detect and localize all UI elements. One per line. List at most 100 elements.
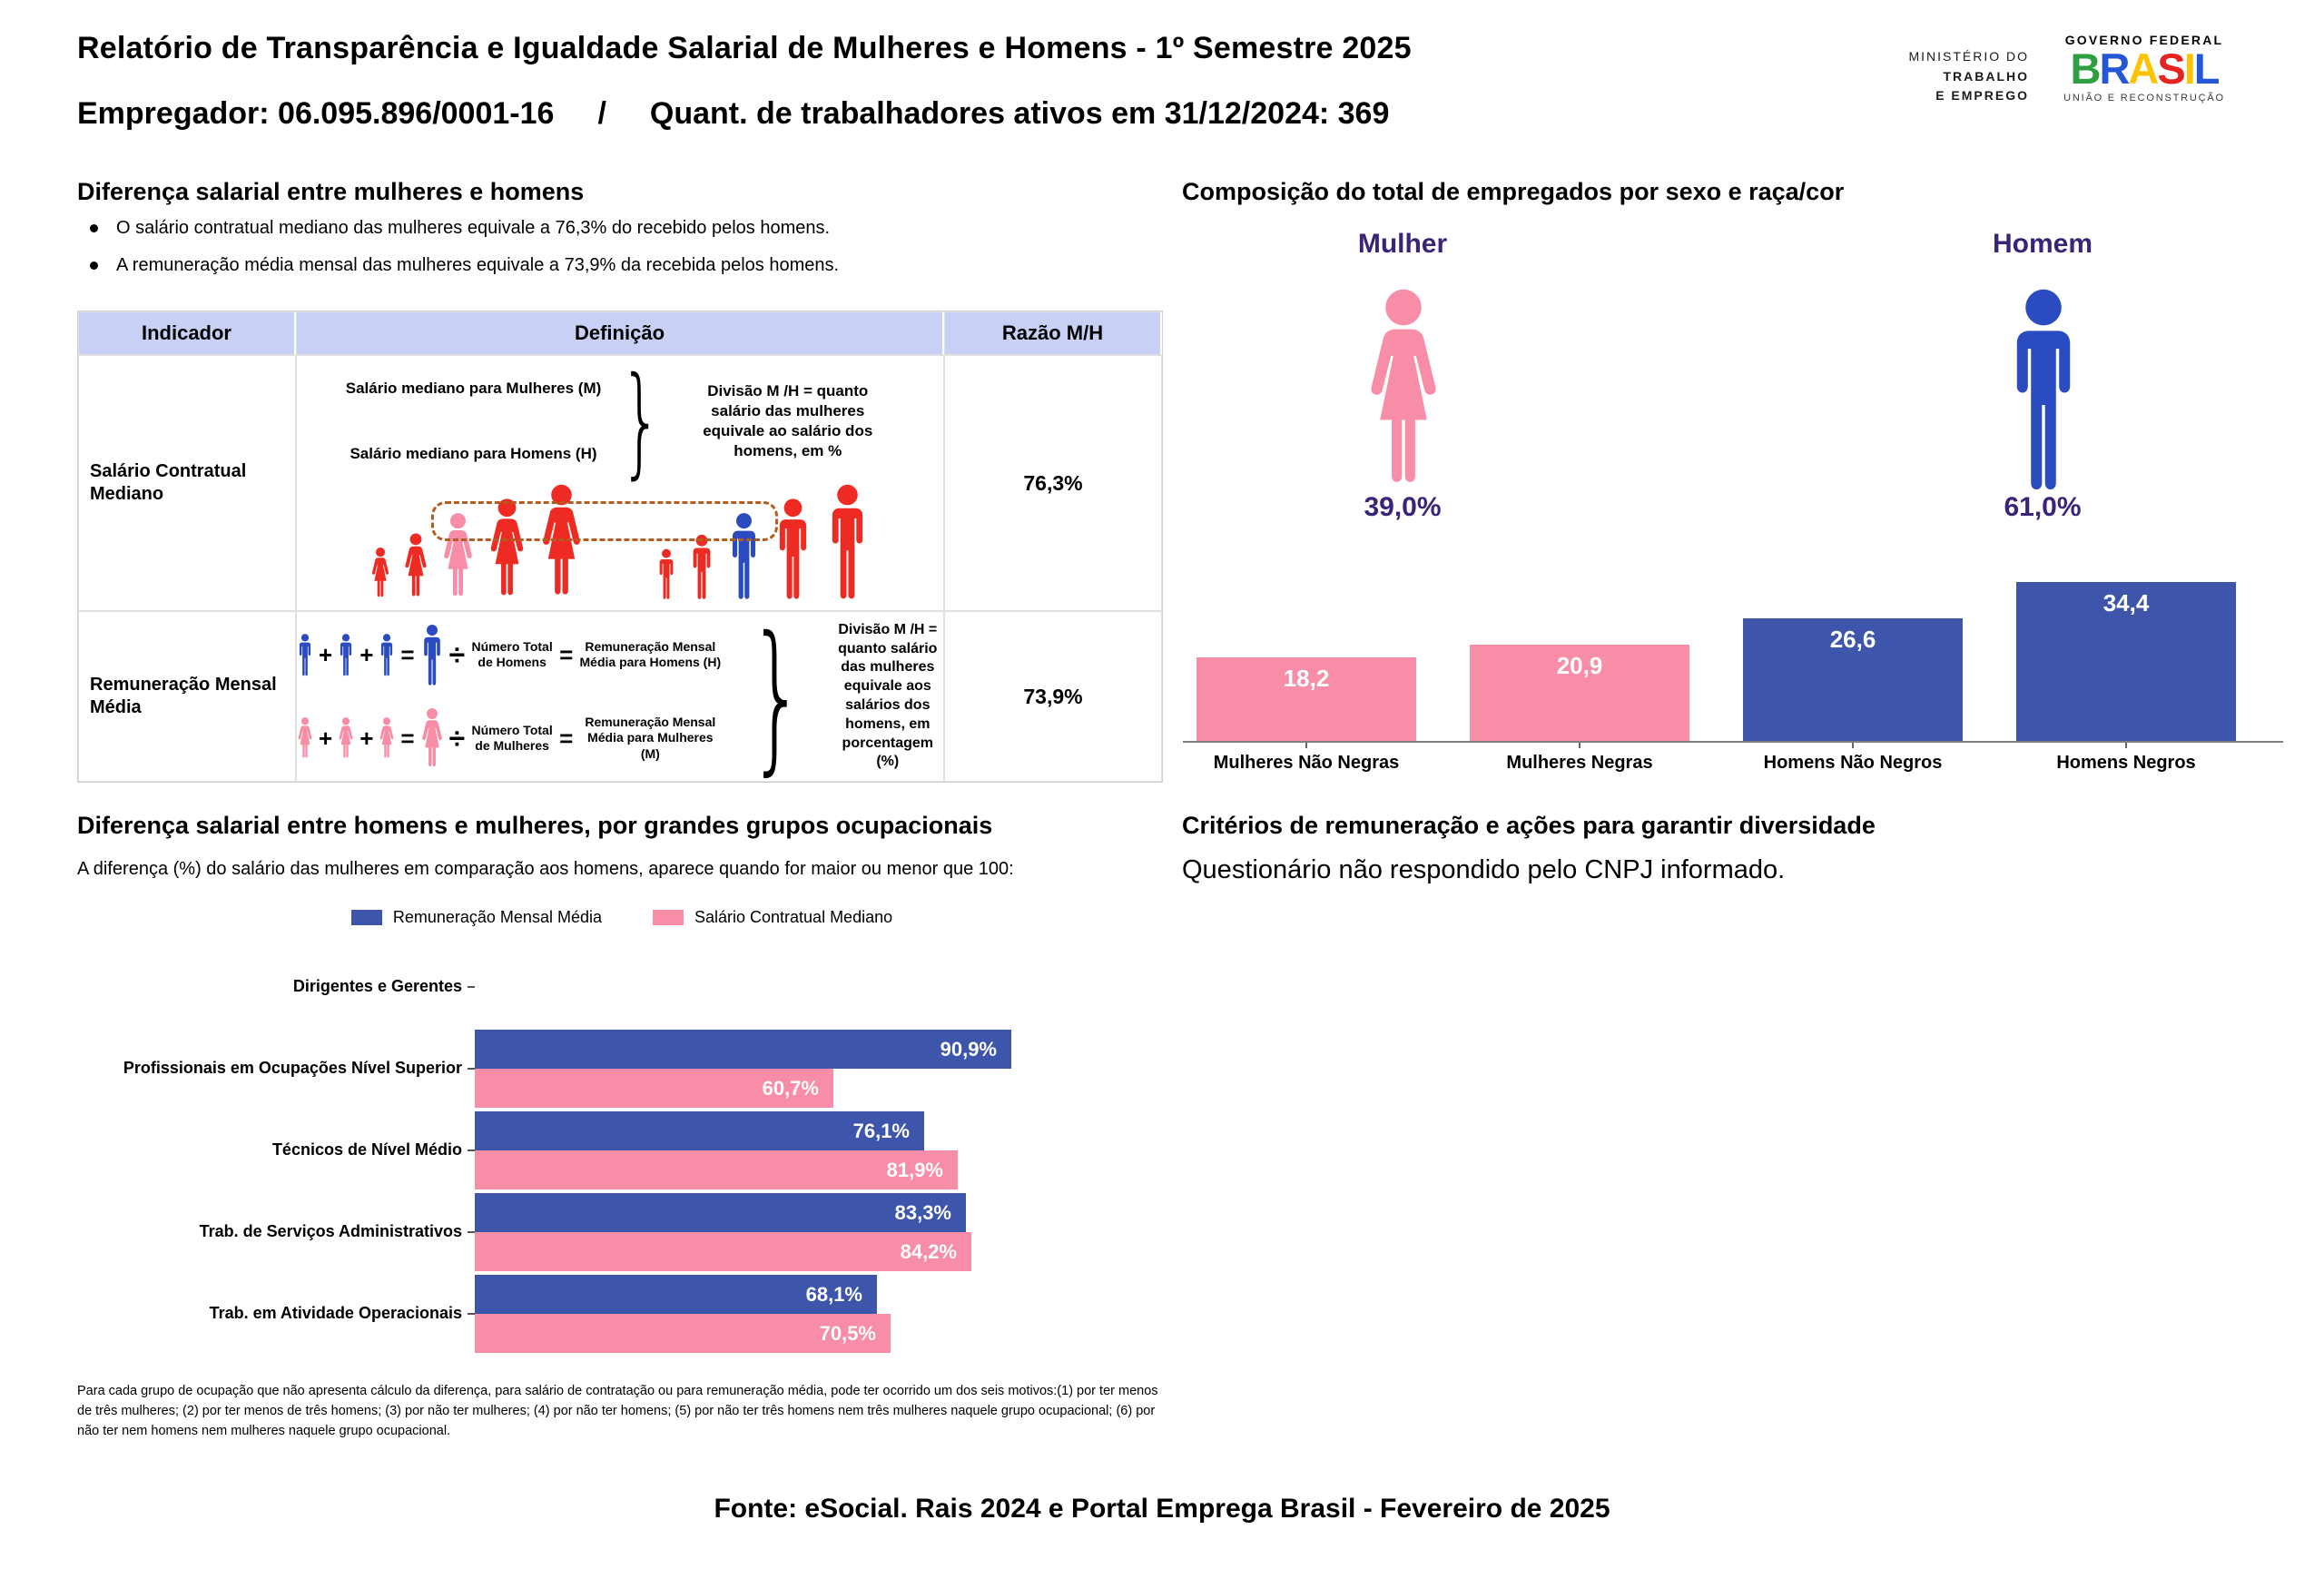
male-group-label: Homem bbox=[1992, 229, 2093, 259]
criteria-text: Questionário não respondido pelo CNPJ in… bbox=[1182, 855, 1786, 884]
occupation-label: Trab. em Atividade Operacionais bbox=[209, 1304, 462, 1323]
active-workers: Quant. de trabalhadores ativos em 31/12/… bbox=[649, 96, 1390, 131]
legend-item: Remuneração Mensal Média bbox=[350, 908, 602, 927]
brasil-logo-letter: B bbox=[2070, 44, 2102, 93]
bar-value-label: 68,1% bbox=[805, 1282, 862, 1306]
governo-federal-label: GOVERNO FEDERAL bbox=[2064, 33, 2224, 47]
person-male-icon bbox=[297, 633, 313, 676]
ratio-mean: 73,9% bbox=[944, 611, 1162, 782]
composition-bar-slot: 20,9 bbox=[1470, 645, 1689, 741]
occupation-bars: 68,1% 70,5% bbox=[475, 1275, 1171, 1353]
occupation-row: Dirigentes e Gerentes bbox=[77, 946, 1171, 1028]
occupation-bar: 83,3% bbox=[475, 1193, 966, 1232]
brace-icon: } bbox=[748, 602, 806, 790]
page-title: Relatório de Transparência e Igualdade S… bbox=[77, 31, 1412, 65]
occupation-bars: 83,3% 84,2% bbox=[475, 1193, 1171, 1271]
legend-swatch-pink bbox=[652, 910, 684, 925]
female-percentage: 39,0% bbox=[1364, 492, 1442, 522]
occupation-bar: 60,7% bbox=[475, 1069, 833, 1108]
occupational-title: Diferença salarial entre homens e mulher… bbox=[77, 812, 993, 839]
bullet-item: O salário contratual mediano das mulhere… bbox=[77, 218, 1157, 239]
women-divisor-label: Número Total de Mulheres bbox=[471, 722, 553, 754]
median-women-label: Salário mediano para Mulheres (M) bbox=[345, 380, 602, 397]
man-figure-icon bbox=[2004, 287, 2083, 490]
equals-icon: = bbox=[400, 725, 415, 752]
person-male-icon bbox=[338, 633, 354, 676]
median-comparison-box bbox=[431, 501, 778, 541]
plus-icon: + bbox=[319, 641, 333, 668]
indicator-table: Indicador Definição Razão M/H Salário Co… bbox=[77, 311, 1163, 783]
women-equation: + + = ÷ Número Total de Mulheres = Remun… bbox=[297, 707, 722, 769]
brasil-logo-letter: R bbox=[2099, 44, 2130, 93]
person-male-icon bbox=[689, 534, 714, 599]
composition-title: Composição do total de empregados por se… bbox=[1182, 178, 1845, 205]
plus-icon: + bbox=[319, 725, 333, 752]
bullet-text: O salário contratual mediano das mulhere… bbox=[116, 218, 831, 238]
population-pictogram bbox=[297, 479, 943, 599]
bar-value-label: 60,7% bbox=[762, 1076, 819, 1100]
employer-line: Empregador: 06.095.896/0001-16 / Quant. … bbox=[77, 96, 1389, 132]
occupation-bar: 90,9% bbox=[475, 1030, 1011, 1069]
employer-cnpj: Empregador: 06.095.896/0001-16 bbox=[77, 96, 555, 131]
occupation-row: Trab. de Serviços Administrativos 83,3% 84… bbox=[77, 1191, 1171, 1273]
chart-legend: Remuneração Mensal Média Salário Contrat… bbox=[77, 908, 1167, 927]
occupation-label: Trab. de Serviços Administrativos bbox=[199, 1222, 462, 1241]
composition-bar: 18,2 bbox=[1196, 657, 1416, 741]
woman-figure-icon bbox=[1364, 287, 1443, 490]
legend-item: Salário Contratual Mediano bbox=[652, 908, 893, 927]
mean-explanation: Divisão M /H = quanto salário das mulher… bbox=[838, 621, 938, 770]
governo-federal-logo: GOVERNO FEDERAL BRASIL UNIÃO E RECONSTRU… bbox=[2053, 33, 2235, 104]
person-female-icon bbox=[370, 547, 390, 599]
bar-value-label: 20,9 bbox=[1556, 652, 1603, 679]
bullet-text: A remuneração média mensal das mulheres … bbox=[116, 255, 840, 275]
bar-value-label: 90,9% bbox=[940, 1037, 997, 1061]
table-header-indicador: Indicador bbox=[78, 311, 296, 355]
occupation-bar: 76,1% bbox=[475, 1111, 924, 1150]
occupation-label: Profissionais em Ocupações Nível Superio… bbox=[123, 1059, 462, 1078]
occupation-row: Técnicos de Nível Médio 76,1% 81,9% bbox=[77, 1110, 1171, 1191]
person-male-icon bbox=[773, 498, 812, 599]
bullet-item: A remuneração média mensal das mulheres … bbox=[77, 255, 1157, 276]
composition-bar-chart: 18,2 20,9 26,6 34,4 bbox=[1196, 570, 2236, 741]
table-header-razao: Razão M/H bbox=[944, 311, 1162, 355]
bar-value-label: 76,1% bbox=[852, 1119, 910, 1142]
axis-tick bbox=[468, 1313, 475, 1315]
bar-value-label: 84,2% bbox=[900, 1239, 957, 1263]
occupation-bar: 84,2% bbox=[475, 1232, 971, 1271]
person-female-icon bbox=[297, 716, 313, 760]
occupational-footnote: Para cada grupo de ocupação que não apre… bbox=[77, 1384, 1158, 1438]
person-male-icon bbox=[656, 548, 676, 599]
ministry-line: TRABALHO bbox=[1943, 68, 2029, 84]
occupational-bar-chart: Dirigentes e Gerentes Profissionais em Oc… bbox=[77, 946, 1171, 1355]
ministry-logo: MINISTÉRIO DO TRABALHO E EMPREGO bbox=[1852, 47, 2029, 106]
women-result-label: Remuneração Mensal Média para Mulheres (… bbox=[585, 714, 716, 761]
plus-icon: + bbox=[359, 725, 374, 752]
equals-icon: = bbox=[559, 641, 574, 668]
occupation-label: Técnicos de Nível Médio bbox=[271, 1140, 462, 1159]
person-female-icon bbox=[379, 716, 395, 760]
axis-tick bbox=[468, 1231, 475, 1233]
bar-value-label: 70,5% bbox=[819, 1321, 876, 1345]
equals-icon: = bbox=[400, 641, 415, 668]
legend-label: Salário Contratual Mediano bbox=[694, 908, 893, 926]
composition-bar-slot: 26,6 bbox=[1743, 618, 1963, 741]
uniao-reconstrucao-label: UNIÃO E RECONSTRUÇÃO bbox=[2063, 92, 2225, 104]
salary-diff-title: Diferença salarial entre mulheres e home… bbox=[77, 178, 585, 205]
occupation-row: Trab. em Atividade Operacionais 68,1% 70,5… bbox=[77, 1273, 1171, 1355]
axis-category-label: Mulheres Negras bbox=[1470, 743, 1689, 774]
equations: + + = ÷ Número Total de Homens = Remuner… bbox=[297, 624, 722, 769]
equals-icon: = bbox=[559, 725, 574, 752]
composition-bar: 20,9 bbox=[1470, 645, 1689, 741]
person-female-icon bbox=[338, 716, 354, 760]
composition-bar: 26,6 bbox=[1743, 618, 1963, 741]
brace-icon: } bbox=[620, 351, 663, 491]
occupation-bars: 76,1% 81,9% bbox=[475, 1111, 1171, 1189]
axis-tick bbox=[468, 986, 475, 988]
median-definition: Salário mediano para Mulheres (M) Salári… bbox=[297, 351, 943, 491]
criteria-title: Critérios de remuneração e ações para ga… bbox=[1182, 812, 1876, 839]
indicator-label: Salário Contratual Mediano bbox=[78, 355, 296, 611]
plus-icon: + bbox=[359, 641, 374, 668]
men-equation: + + = ÷ Número Total de Homens = Remuner… bbox=[297, 624, 722, 686]
table-header-definicao: Definição bbox=[296, 311, 944, 355]
composition-bar: 34,4 bbox=[2016, 582, 2236, 741]
